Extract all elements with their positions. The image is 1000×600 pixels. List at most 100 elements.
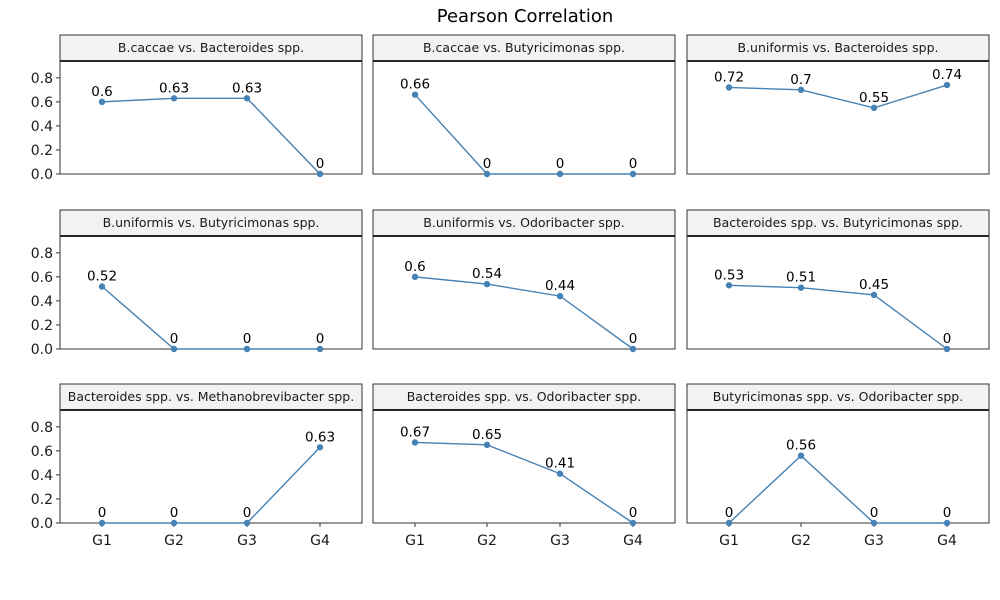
panel-6-point-3 <box>870 291 878 299</box>
panel-8-frame <box>372 409 676 524</box>
x-tick-label: G1 <box>719 533 739 549</box>
panel-9-data-label-4: 0 <box>943 505 952 521</box>
panel-5-data-label-3: 0.44 <box>545 278 575 294</box>
y-tick-label: 0.8 <box>31 71 53 87</box>
y-tick-label: 0.6 <box>31 270 53 286</box>
panel-7-series-line <box>102 446 321 524</box>
x-tick-label: G3 <box>864 533 884 549</box>
panel-6-data-label-3: 0.45 <box>859 277 889 293</box>
panel-2-series-line <box>414 94 633 175</box>
y-tick-label: 0.6 <box>31 444 53 460</box>
panel-2: B.caccae vs. Butyricimonas spp. 0.66 0 0 0 <box>372 34 676 178</box>
panel-5-strip <box>372 209 676 237</box>
panel-7-title: Bacteroides spp. vs. Methanobrevibacter … <box>68 389 354 404</box>
panel-1-data-label-3: 0.63 <box>232 80 262 96</box>
panel-3-data-label-3: 0.55 <box>859 90 889 106</box>
panel-8-point-1 <box>411 439 419 446</box>
panel-7: Bacteroides spp. vs. Methanobrevibacter … <box>31 383 363 549</box>
panel-5-point-3 <box>556 292 564 300</box>
panel-1-series-line <box>101 97 321 175</box>
y-tick-label: 0.0 <box>31 342 53 358</box>
panel-2-point-3 <box>556 170 564 178</box>
panel-3-data-label-2: 0.7 <box>790 72 811 88</box>
y-tick-label: 0.0 <box>31 516 53 532</box>
panel-6-data-label-2: 0.51 <box>786 270 816 286</box>
panel-9-frame <box>686 409 990 524</box>
panel-5-data-label-2: 0.54 <box>472 266 502 282</box>
panel-9: Butyricimonas spp. vs. Odoribacter spp. G… <box>686 383 990 549</box>
panel-8-data-label-3: 0.41 <box>545 456 575 472</box>
panel-1-data-label-4: 0 <box>316 156 325 172</box>
panel-3-point-3 <box>870 104 878 112</box>
panel-1-data-label-2: 0.63 <box>159 80 189 96</box>
panel-1-data-label-1: 0.6 <box>91 84 112 100</box>
panel-1-point-3 <box>243 95 251 102</box>
panel-2-point-4 <box>629 170 637 178</box>
panel-4-data-label-2: 0 <box>170 331 179 347</box>
panel-8-data-label-4: 0 <box>629 505 638 521</box>
panel-6-strip <box>686 209 990 237</box>
panel-5-point-4 <box>629 345 637 353</box>
panel-9-point-2 <box>797 452 805 459</box>
panel-4-point-4 <box>316 345 324 353</box>
panel-6: Bacteroides spp. vs. Butyricimonas spp. 0… <box>686 209 990 353</box>
x-tick-label: G1 <box>405 533 425 549</box>
panel-2-title: B.caccae vs. Butyricimonas spp. <box>423 40 625 55</box>
panel-4-point-1 <box>98 283 106 290</box>
panel-7-data-label-1: 0 <box>98 505 107 521</box>
panel-9-data-label-2: 0.56 <box>786 438 816 454</box>
panel-8-data-label-2: 0.65 <box>472 427 502 443</box>
panel-4-point-3 <box>243 345 251 353</box>
panel-5-series-line <box>414 276 634 350</box>
panel-4-title: B.uniformis vs. Butyricimonas spp. <box>103 215 320 230</box>
panel-1-strip <box>59 34 363 62</box>
panel-1-frame <box>59 60 363 175</box>
panel-5-point-2 <box>483 280 491 288</box>
y-tick-label: 0.4 <box>31 468 53 484</box>
y-tick-label: 0.2 <box>31 318 53 334</box>
panel-3-series-line <box>728 84 948 109</box>
panel-7-point-2 <box>170 519 178 527</box>
x-tick-label: G3 <box>237 533 257 549</box>
panel-3-point-1 <box>725 84 733 91</box>
y-tick-label: 0.0 <box>31 167 53 183</box>
panel-9-data-label-3: 0 <box>870 505 879 521</box>
panel-grid: B.caccae vs. Bacteroides spp. 0.0 0.2 0.4 0.… <box>31 34 990 549</box>
panel-2-data-label-1: 0.66 <box>400 77 430 93</box>
y-tick-label: 0.8 <box>31 420 53 436</box>
chart-title: Pearson Correlation <box>437 6 614 27</box>
y-tick-label: 0.4 <box>31 294 53 310</box>
panel-8-point-2 <box>483 441 491 449</box>
panel-2-data-label-3: 0 <box>556 156 565 172</box>
panel-3-data-label-1: 0.72 <box>714 69 744 85</box>
panel-6-point-1 <box>725 282 733 289</box>
panel-6-point-4 <box>943 345 951 353</box>
y-tick-label: 0.6 <box>31 95 53 111</box>
panel-7-point-4 <box>316 444 324 451</box>
panel-1-title: B.caccae vs. Bacteroides spp. <box>118 40 304 55</box>
panel-9-data-label-1: 0 <box>725 505 734 521</box>
panel-4-strip <box>59 209 363 237</box>
panel-8-point-4 <box>629 519 637 527</box>
panel-1-point-1 <box>98 98 106 106</box>
panel-9-title: Butyricimonas spp. vs. Odoribacter spp. <box>713 389 963 404</box>
y-tick-label: 0.2 <box>31 492 53 508</box>
panel-3: B.uniformis vs. Bacteroides spp. 0.72 0.7 0… <box>686 34 990 175</box>
panel-8-series-line <box>414 441 634 524</box>
panel-4-point-2 <box>170 345 178 353</box>
panel-6-point-2 <box>797 284 805 291</box>
x-tick-label: G1 <box>92 533 112 549</box>
panel-1-point-4 <box>316 170 324 178</box>
x-tick-label: G3 <box>550 533 570 549</box>
panel-5: B.uniformis vs. Odoribacter spp. 0.6 0.54 0… <box>372 209 676 353</box>
y-tick-label: 0.8 <box>31 246 53 262</box>
panel-3-strip <box>686 34 990 62</box>
panel-6-series-line <box>728 284 948 350</box>
x-tick-label: G2 <box>477 533 497 549</box>
panel-2-data-label-4: 0 <box>629 156 638 172</box>
panel-7-point-1 <box>98 519 106 527</box>
panel-2-data-label-2: 0 <box>483 156 492 172</box>
panel-8: Bacteroides spp. vs. Odoribacter spp. G1 G… <box>372 383 676 549</box>
x-tick-label: G4 <box>623 533 643 549</box>
panel-9-point-3 <box>870 519 878 527</box>
